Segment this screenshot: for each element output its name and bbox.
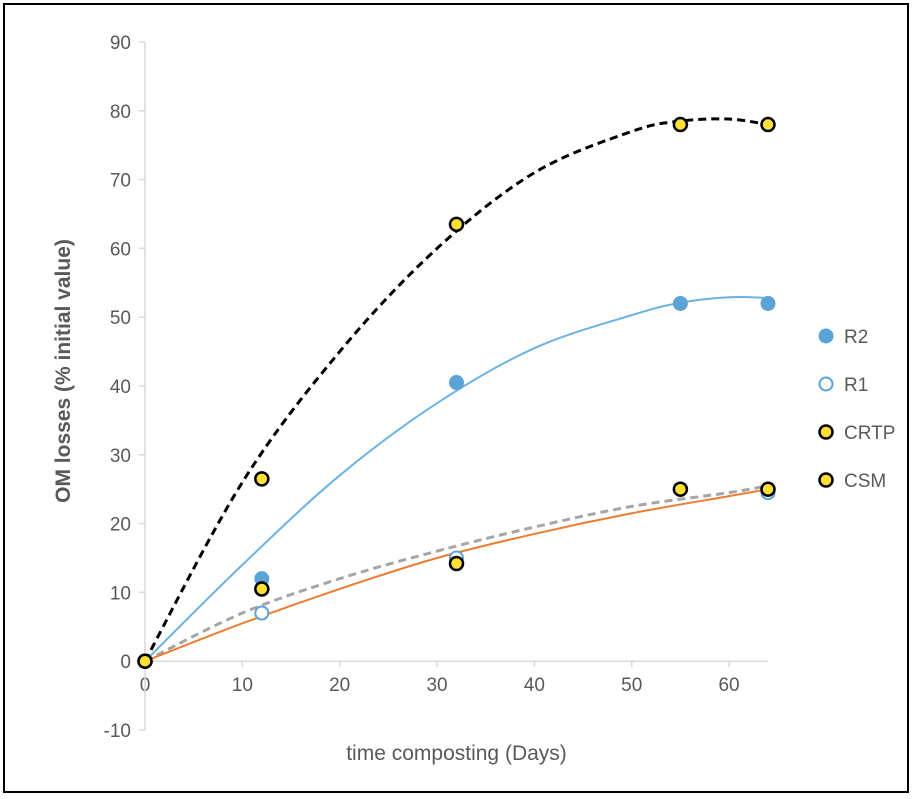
point-csm	[448, 555, 465, 572]
y-tick-label: 20	[110, 515, 131, 536]
trendline-crtp	[143, 117, 769, 662]
y-tick-label: 80	[110, 102, 131, 123]
legend-marker-r2	[818, 328, 834, 344]
point-r2	[760, 295, 776, 311]
legend-marker-crtp	[818, 424, 834, 440]
legend-label-r2: R2	[844, 327, 868, 348]
y-axis-title: OM losses (% initial value)	[52, 239, 75, 503]
y-tick-label: -10	[104, 721, 131, 742]
x-tick-label: 10	[232, 675, 253, 696]
point-r2	[672, 295, 688, 311]
point-r2	[449, 375, 464, 391]
x-axis-title: time composting (Days)	[346, 742, 567, 765]
y-tick-label: 50	[110, 308, 131, 329]
point-crtp	[672, 116, 689, 133]
legend: R2 R1 CRTP CSM	[818, 327, 895, 492]
legend-marker-r1	[818, 376, 834, 392]
point-csm	[672, 481, 689, 497]
point-csm	[760, 481, 776, 497]
y-tick-label: 30	[110, 446, 131, 467]
data-points	[137, 116, 776, 669]
x-tick-label: 40	[524, 675, 545, 696]
x-tick-label: 20	[329, 675, 350, 696]
y-tick-label: 60	[110, 239, 131, 260]
x-tick-label: 30	[426, 675, 447, 696]
point-crtp	[448, 216, 465, 233]
trendline-r1	[144, 484, 769, 663]
legend-label-crtp: CRTP	[844, 423, 895, 444]
y-tick-label: 70	[110, 171, 131, 192]
trendline-csm	[144, 488, 769, 663]
trendlines	[143, 117, 769, 663]
point-crtp	[760, 116, 776, 133]
y-tick-label: 0	[120, 652, 131, 673]
point-crtp	[254, 471, 270, 487]
y-tick-label: 10	[110, 583, 131, 604]
point-csm	[137, 653, 153, 669]
legend-marker-csm	[818, 472, 834, 488]
legend-label-csm: CSM	[844, 471, 886, 492]
x-tick-label: 50	[621, 675, 642, 696]
y-tick-label: 40	[110, 377, 131, 398]
x-tick-label: 60	[718, 675, 739, 696]
legend-label-r1: R1	[844, 375, 868, 396]
axes	[144, 42, 768, 730]
y-axis-ticks: -10 0 10 20 30 40 50 60 70 80 90	[104, 33, 145, 742]
point-r1	[254, 605, 270, 621]
point-csm	[254, 581, 270, 597]
trendline-r2	[144, 296, 769, 662]
y-tick-label: 90	[110, 33, 131, 54]
